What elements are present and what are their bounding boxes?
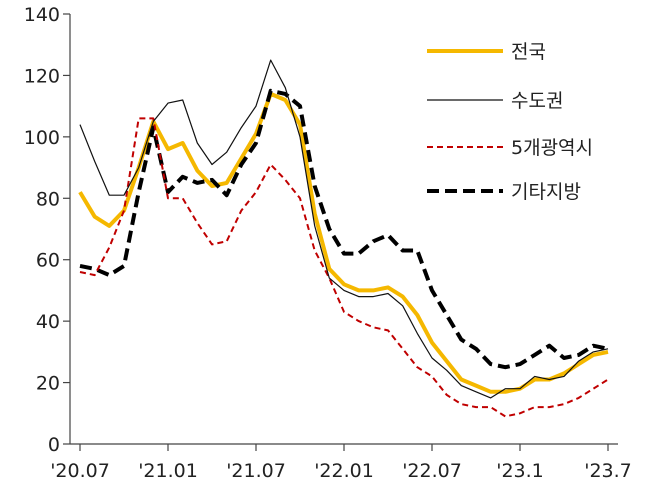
series-line-3 bbox=[79, 88, 609, 370]
x-tick-label: '23.7 bbox=[584, 460, 632, 482]
x-tick-label: '21.01 bbox=[138, 460, 198, 482]
x-tick-label: '22.01 bbox=[314, 460, 374, 482]
legend-label: 수도권 bbox=[511, 90, 563, 112]
y-tick-label: 80 bbox=[36, 188, 60, 210]
x-tick-label: '20.07 bbox=[50, 460, 110, 482]
y-tick-label: 0 bbox=[48, 434, 60, 456]
series-line-2 bbox=[79, 117, 609, 418]
chart-series bbox=[78, 59, 609, 418]
series-line-1 bbox=[79, 59, 609, 399]
legend-label: 전국 bbox=[511, 41, 546, 63]
legend-label: 5개광역시 bbox=[511, 137, 593, 159]
x-axis-ticks: '20.07 '21.01 '21.07 '22.01 '22.07 '23.1 '23.7 bbox=[50, 444, 632, 482]
y-tick-label: 100 bbox=[24, 127, 60, 149]
y-tick-label: 140 bbox=[24, 4, 60, 26]
x-tick-label: '22.07 bbox=[402, 460, 462, 482]
x-tick-label: '23.1 bbox=[496, 460, 544, 482]
x-tick-label: '21.07 bbox=[226, 460, 286, 482]
y-tick-label: 40 bbox=[36, 311, 60, 333]
y-tick-label: 60 bbox=[36, 250, 60, 272]
y-tick-label: 20 bbox=[36, 373, 60, 395]
legend-label: 기타지방 bbox=[511, 181, 581, 203]
y-axis-ticks: 0 20 40 60 80 100 120 140 bbox=[24, 4, 70, 456]
y-tick-label: 120 bbox=[24, 65, 60, 87]
